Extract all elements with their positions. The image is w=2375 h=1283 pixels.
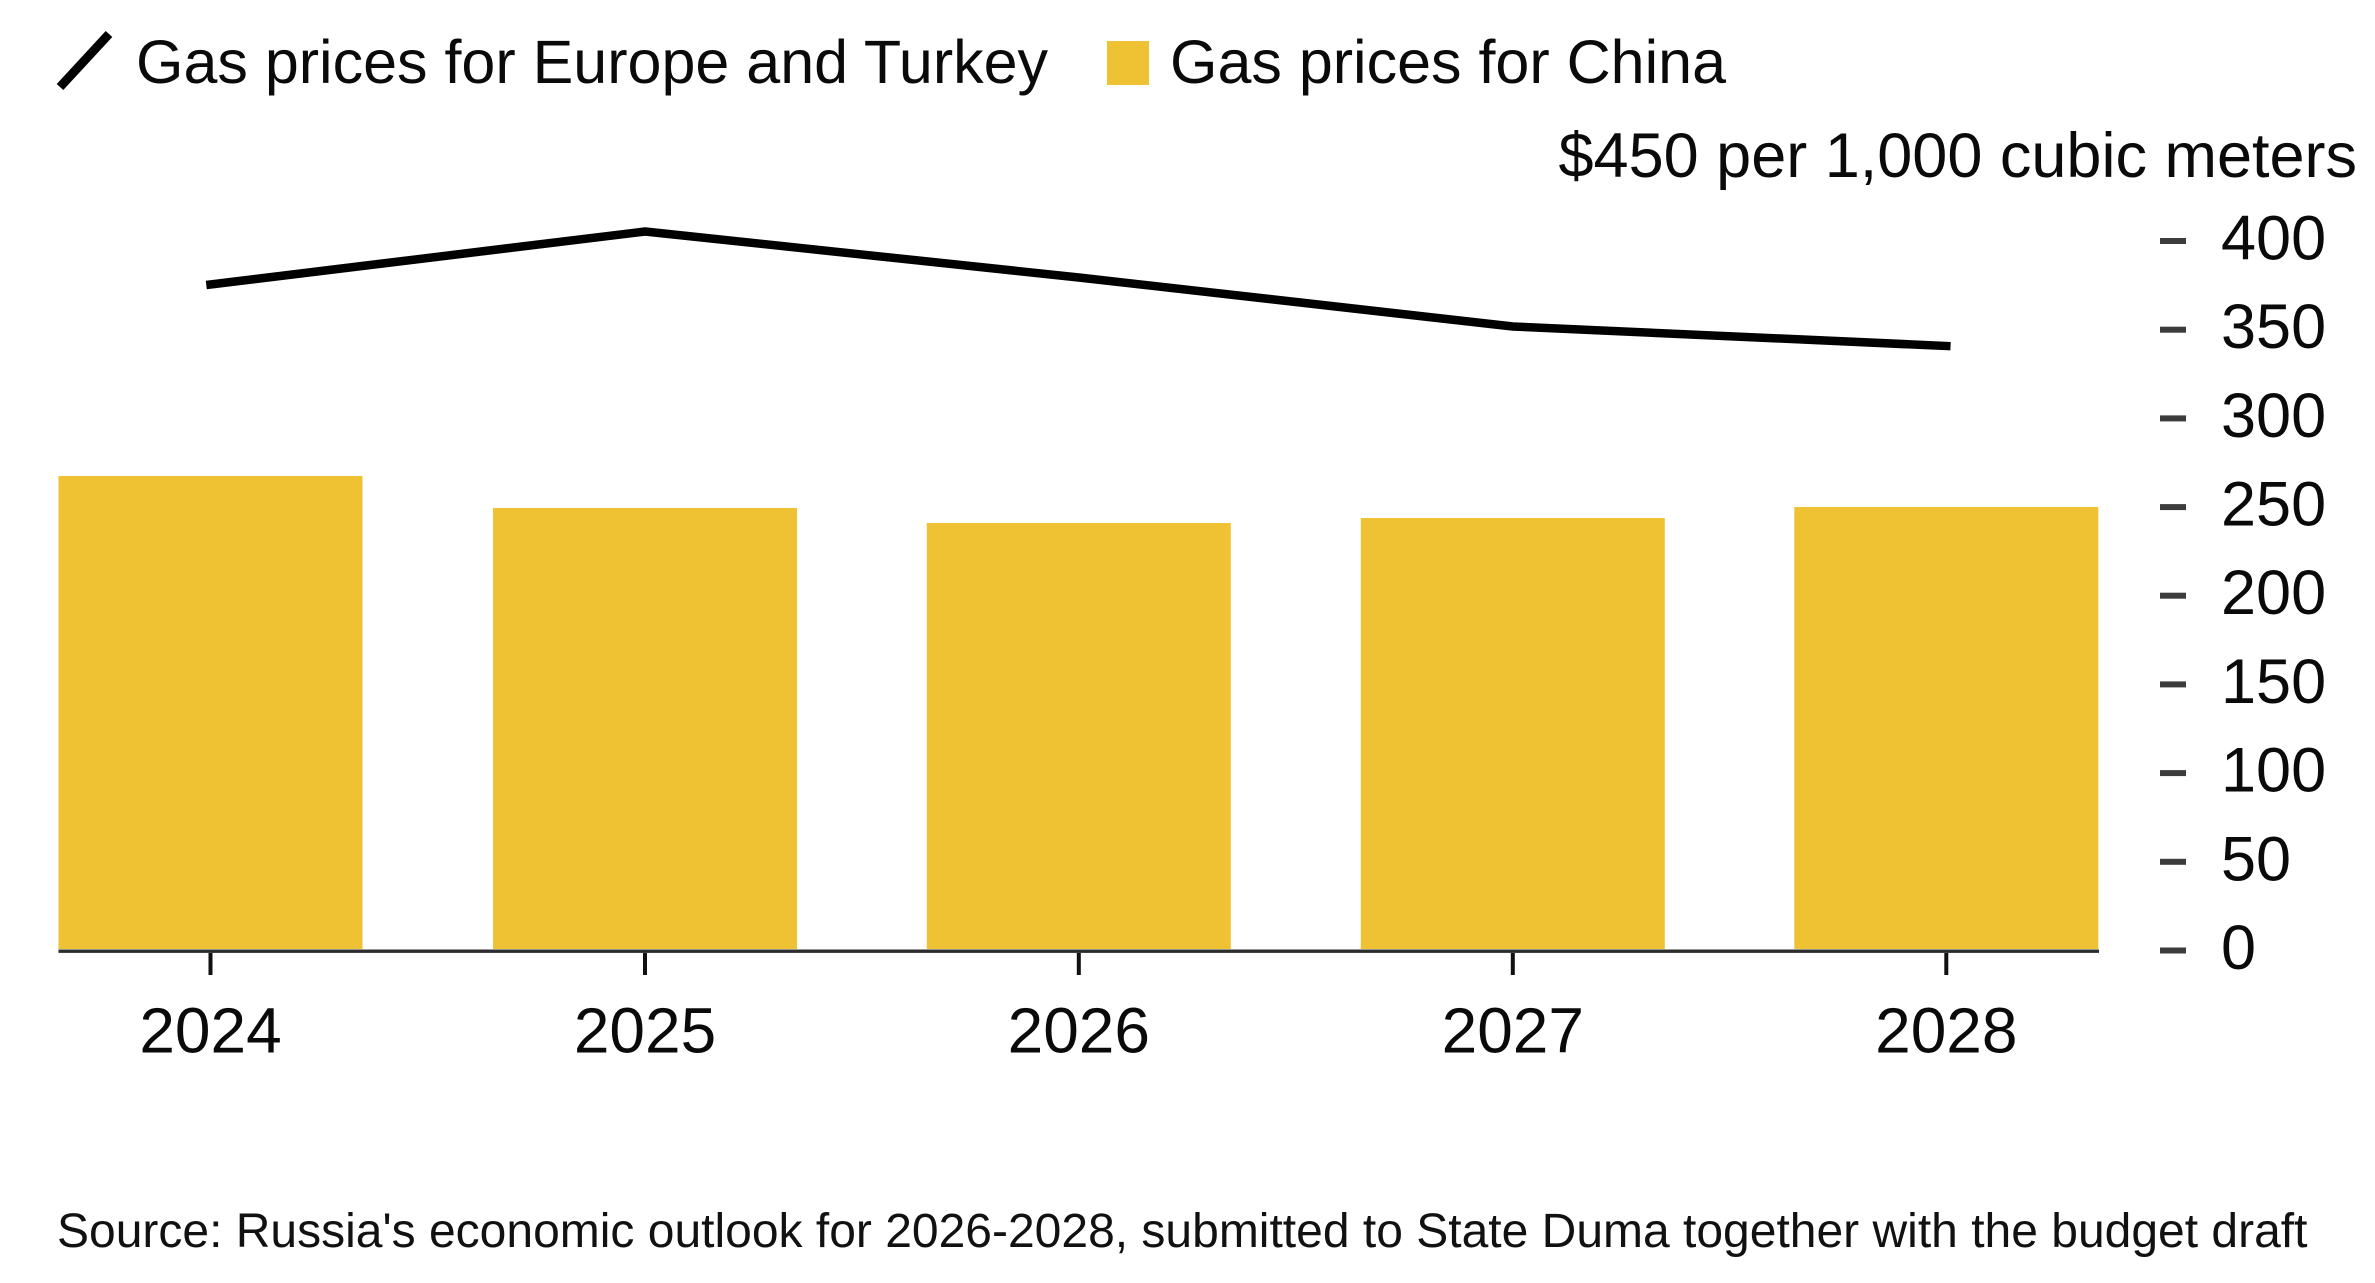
svg-text:200: 200 — [2221, 558, 2326, 628]
svg-text:2025: 2025 — [574, 995, 716, 1067]
svg-text:150: 150 — [2221, 647, 2326, 717]
svg-text:50: 50 — [2221, 824, 2291, 894]
svg-text:400: 400 — [2221, 204, 2326, 274]
svg-text:Source: Russia's economic outl: Source: Russia's economic outlook for 20… — [57, 1205, 2307, 1258]
svg-text:350: 350 — [2221, 292, 2326, 362]
svg-text:Gas prices for Europe and Turk: Gas prices for Europe and Turkey — [136, 28, 1049, 96]
svg-text:2028: 2028 — [1875, 995, 2017, 1067]
svg-text:Gas prices for China: Gas prices for China — [1170, 28, 1726, 96]
svg-text:300: 300 — [2221, 381, 2326, 451]
svg-text:2026: 2026 — [1008, 995, 1150, 1067]
svg-text:$450 per 1,000 cubic meters: $450 per 1,000 cubic meters — [1559, 121, 2357, 191]
svg-text:2024: 2024 — [139, 995, 281, 1067]
svg-text:100: 100 — [2221, 736, 2326, 806]
svg-text:250: 250 — [2221, 470, 2326, 540]
svg-text:2027: 2027 — [1442, 995, 1584, 1067]
svg-text:0: 0 — [2221, 913, 2256, 983]
